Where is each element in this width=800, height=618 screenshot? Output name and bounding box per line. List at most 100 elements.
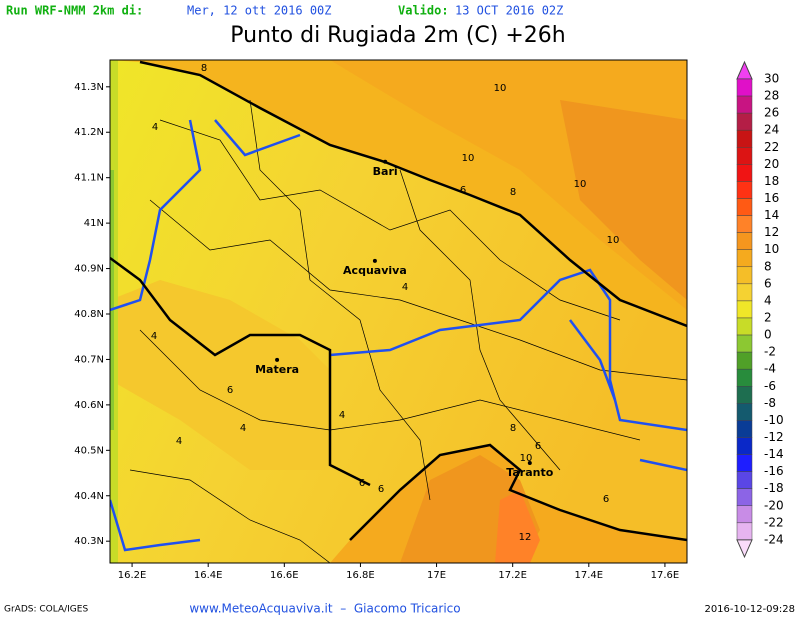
colorbar-label: 14 (764, 208, 779, 222)
contour-label: 6 (460, 185, 466, 196)
valid-date: 13 OCT 2016 02Z (455, 4, 563, 18)
y-tick-label: 40.9N (74, 264, 104, 275)
colorbar-box (736, 368, 753, 387)
colorbar-label: 0 (764, 328, 772, 342)
colorbar-box (736, 522, 753, 541)
colorbar-label: -12 (764, 430, 784, 444)
city-label: Taranto (506, 466, 553, 479)
contour-label: 10 (607, 235, 620, 246)
colorbar-box (736, 78, 753, 97)
colorbar-label: -10 (764, 413, 784, 427)
colorbar-box (736, 283, 753, 302)
x-tick-label: 17.2E (498, 570, 527, 581)
colorbar-box (736, 351, 753, 370)
colorbar-box (736, 300, 753, 319)
colorbar-label: -22 (764, 515, 784, 529)
footer-center: www.MeteoAcquaviva.it – Giacomo Tricaric… (189, 602, 460, 616)
contour-label: 4 (402, 282, 408, 293)
colorbar-label: -20 (764, 498, 784, 512)
colorbar-label: -2 (764, 345, 776, 359)
colorbar-box (736, 403, 753, 421)
map-frame (109, 59, 688, 564)
colorbar-label: -18 (764, 481, 784, 495)
y-tick-label: 40.4N (74, 491, 104, 502)
contour-label: 8 (510, 187, 516, 198)
colorbar-box (736, 437, 753, 455)
colorbar-box (736, 147, 753, 165)
contour-label: 4 (240, 423, 246, 434)
city-label: Acquaviva (343, 264, 407, 277)
colorbar-label: -14 (764, 447, 784, 461)
map (110, 60, 687, 563)
contour-label: 10 (494, 83, 507, 94)
colorbar-label: -8 (764, 396, 776, 410)
y-tick-label: 41N (84, 218, 104, 229)
colorbar-box (736, 95, 753, 114)
colorbar-box (736, 488, 753, 506)
y-tick-label: 40.7N (74, 354, 104, 365)
x-tick-label: 17E (427, 570, 446, 581)
contour-label: 10 (520, 453, 533, 464)
colorbar-box (736, 215, 753, 233)
colorbar-box (736, 232, 753, 250)
valid-label: Valido: (398, 4, 449, 18)
colorbar-box (736, 505, 753, 524)
colorbar-label: 4 (764, 293, 772, 307)
colorbar-label: -4 (764, 362, 776, 376)
contour-label: 4 (339, 410, 345, 421)
contour-label: 10 (574, 179, 587, 190)
colorbar-label: -16 (764, 464, 784, 478)
colorbar-label: 2 (764, 310, 772, 324)
contour-label: 6 (603, 494, 609, 505)
contour-label: 10 (462, 153, 475, 164)
contour-label: 6 (359, 478, 365, 489)
contour-label: 8 (510, 423, 516, 434)
colorbar-box (736, 471, 753, 489)
y-tick-label: 40.6N (74, 400, 104, 411)
contour-label: 6 (227, 385, 233, 396)
x-tick-label: 16.2E (118, 570, 147, 581)
colorbar-label: 6 (764, 276, 772, 290)
colorbar-cap (736, 539, 753, 559)
run-date: Mer, 12 ott 2016 00Z (187, 4, 332, 18)
y-tick-label: 40.8N (74, 309, 104, 320)
colorbar-label: 8 (764, 259, 772, 273)
footer-left: GrADS: COLA/IGES (4, 605, 88, 615)
contour-label: 8 (201, 63, 207, 74)
colorbar-label: 22 (764, 140, 779, 154)
colorbar-label: -24 (764, 532, 784, 546)
y-tick-label: 41.2N (74, 127, 104, 138)
y-tick-label: 41.1N (74, 173, 104, 184)
colorbar-label: 30 (764, 72, 779, 86)
y-tick-label: 40.3N (74, 536, 104, 547)
city-marker (372, 258, 377, 263)
city-label: Bari (373, 165, 398, 178)
colorbar-label: 28 (764, 89, 779, 103)
contour-label: 12 (519, 532, 532, 543)
colorbar-box (736, 249, 753, 268)
city-marker (383, 159, 388, 164)
contour-label: 4 (176, 436, 182, 447)
city-label: Matera (255, 363, 299, 376)
x-tick-label: 17.4E (575, 570, 604, 581)
colorbar-box (736, 317, 753, 336)
x-tick-label: 16.8E (346, 570, 375, 581)
colorbar-box (736, 420, 753, 438)
colorbar-box (736, 129, 753, 148)
y-tick-label: 41.3N (74, 82, 104, 93)
colorbar-label: -6 (764, 379, 776, 393)
colorbar-cap (736, 60, 753, 80)
contour-label: 4 (152, 122, 158, 133)
colorbar-box (736, 198, 753, 216)
title: Punto di Rugiada 2m (C) +26h (230, 23, 565, 48)
run-label: Run WRF-NMM 2km di: (6, 4, 143, 18)
colorbar-box (736, 454, 753, 472)
colorbar-box (736, 112, 753, 131)
contour-label: 6 (535, 441, 541, 452)
y-tick-label: 40.5N (74, 445, 104, 456)
colorbar-label: 26 (764, 106, 779, 120)
contour-label: 6 (378, 484, 384, 495)
colorbar-label: 20 (764, 157, 779, 171)
colorbar-label: 16 (764, 191, 779, 205)
